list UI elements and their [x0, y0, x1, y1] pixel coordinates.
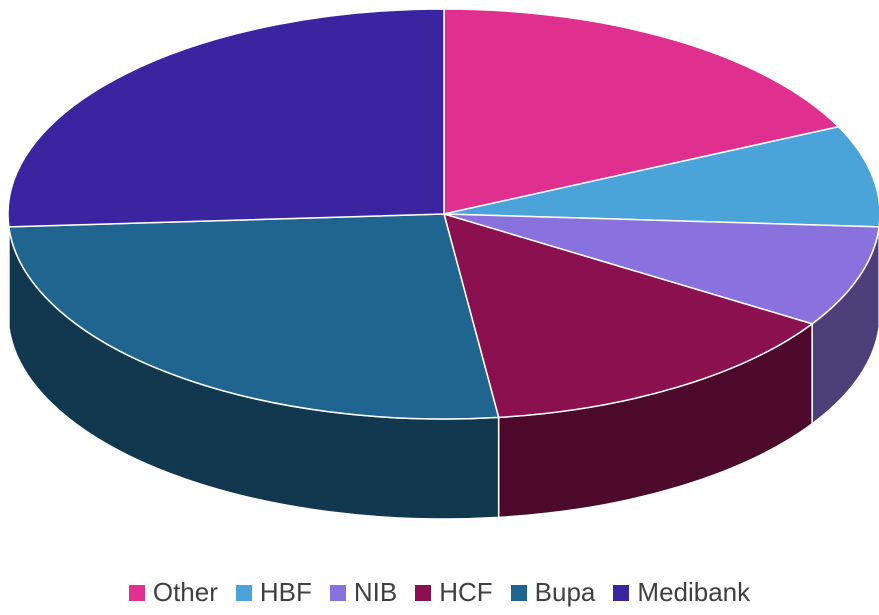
- chart: [7, 8, 879, 520]
- pie-slice: [7, 8, 445, 228]
- legend-item: Medibank: [613, 577, 750, 608]
- pie-slice: [443, 125, 879, 228]
- legend-item: HCF: [415, 577, 493, 608]
- legend-swatch: [329, 584, 346, 601]
- pie-slice: [443, 213, 879, 325]
- legend-item: HBF: [235, 577, 312, 608]
- legend-swatch: [235, 584, 252, 601]
- legend-item: NIB: [329, 577, 398, 608]
- pie-slice: [443, 8, 841, 215]
- legend-label: Medibank: [637, 577, 751, 607]
- legend-label: HCF: [439, 577, 493, 607]
- legend-label: NIB: [353, 577, 398, 607]
- legend-label: Other: [152, 577, 218, 607]
- legend-swatch: [613, 584, 630, 601]
- pie-slice: [8, 213, 500, 420]
- legend: Other HBF NIB HCF Bupa Medibank: [0, 570, 879, 615]
- legend-label: HBF: [259, 577, 312, 607]
- legend-swatch: [510, 584, 527, 601]
- legend-item: Other: [128, 577, 218, 608]
- legend-item: Bupa: [510, 577, 596, 608]
- legend-label: Bupa: [534, 577, 596, 607]
- legend-swatch: [415, 584, 432, 601]
- pie-slice: [442, 212, 814, 419]
- legend-swatch: [128, 584, 145, 601]
